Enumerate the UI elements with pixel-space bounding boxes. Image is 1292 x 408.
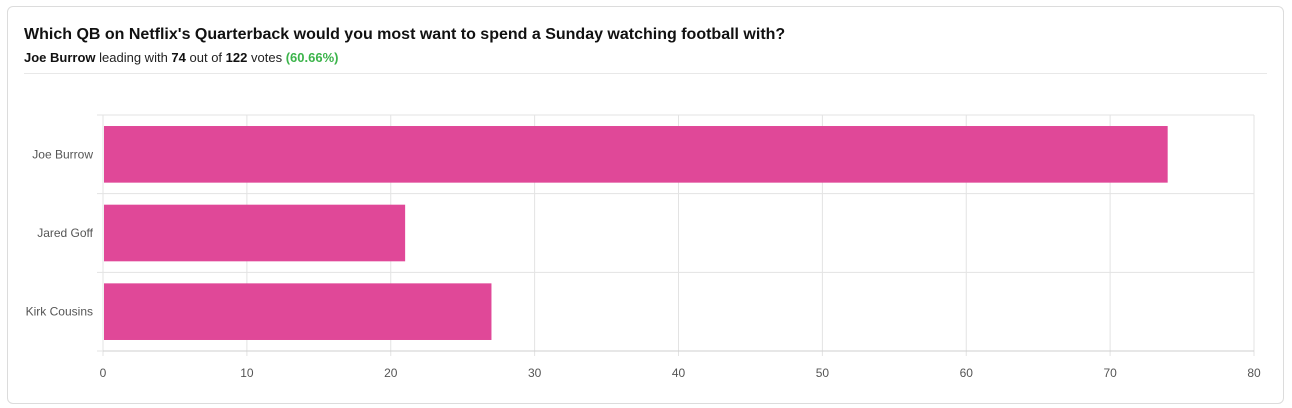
x-tick-label: 60 [960,366,974,380]
x-tick-label: 50 [816,366,830,380]
y-tick-label: Jared Goff [37,226,93,240]
x-tick-label: 10 [240,366,254,380]
header-divider [24,73,1267,74]
poll-question: Which QB on Netflix's Quarterback would … [24,26,786,43]
votes-text: votes [251,50,283,65]
leader-percent: (60.66%) [285,50,339,65]
bar [104,204,406,262]
x-tick-label: 40 [672,366,686,380]
leader-name: Joe Burrow [24,50,96,65]
y-tick-label: Joe Burrow [32,147,93,161]
x-tick-label: 20 [384,366,398,380]
bar [104,283,492,340]
y-tick-label: Kirk Cousins [26,305,93,319]
poll-header: Which QB on Netflix's Quarterback would … [24,25,1267,67]
leader-votes: 74 [171,50,186,65]
bar [104,126,1168,183]
x-tick-label: 30 [528,366,542,380]
poll-summary: Joe Burrow leading with 74 out of 122 vo… [24,49,1267,67]
out-of-text: out of [189,50,223,65]
total-votes: 122 [225,50,248,65]
leading-text: leading with [99,50,168,65]
x-tick-label: 80 [1247,366,1261,380]
x-tick-label: 70 [1103,366,1117,380]
x-tick-label: 0 [100,366,107,380]
